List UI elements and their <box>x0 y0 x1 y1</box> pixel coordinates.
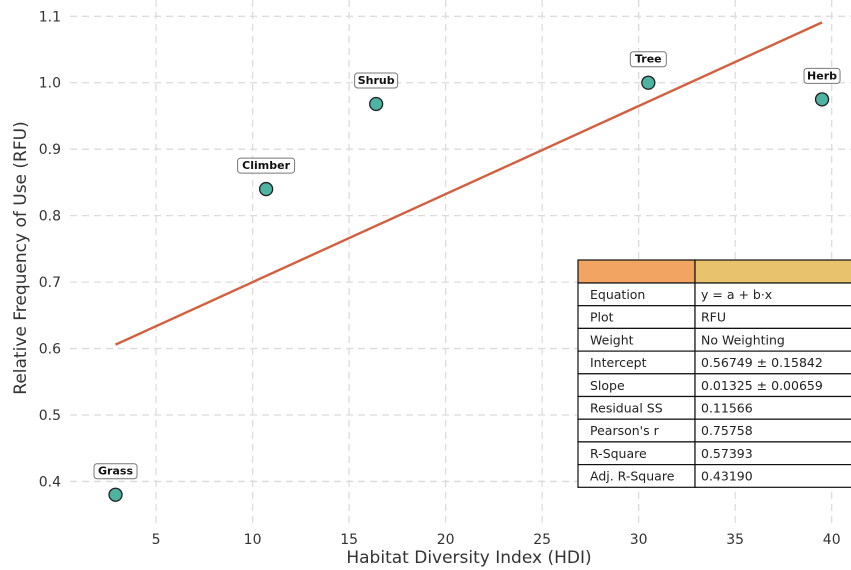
data-point <box>258 181 274 197</box>
y-tick-label: 0.4 <box>39 474 61 490</box>
x-tick-label: 25 <box>533 532 551 548</box>
table-row-value: 0.43190 <box>701 469 753 484</box>
table-cell <box>694 464 851 488</box>
table-row-label: R-Square <box>590 446 647 461</box>
table-row-label: Slope <box>590 378 625 393</box>
point-label: Shrub <box>358 74 395 87</box>
x-tick-label: 15 <box>340 532 358 548</box>
point-label-box <box>354 72 399 89</box>
y-tick-label: 0.5 <box>39 408 61 424</box>
point-label-box <box>803 67 841 84</box>
x-tick-label: 35 <box>726 532 744 548</box>
y-tick-label: 0.9 <box>39 142 61 158</box>
point-label-box <box>237 157 296 174</box>
y-tick-label: 0.6 <box>39 342 61 358</box>
tick-labels: 5 10 15 20 25 30 35 40 0.4 0.5 0.6 0.7 0.8 0.9 1.0 1.1 <box>39 9 841 548</box>
x-tick-label: 5 <box>152 532 161 548</box>
point-label-box <box>93 463 138 480</box>
point-label: Herb <box>807 69 837 82</box>
table-row-value: y = a + b·x <box>701 287 772 302</box>
table-row-label: Equation <box>590 287 645 302</box>
point-label: Grass <box>98 465 133 478</box>
y-tick-label: 1.0 <box>39 76 61 92</box>
y-tick-label: 0.7 <box>39 275 61 291</box>
y-tick-label: 1.1 <box>39 9 61 25</box>
table-row-label: Residual SS <box>590 401 663 416</box>
x-tick-label: 30 <box>630 532 648 548</box>
table-row-value: 0.11566 <box>701 401 753 416</box>
table-row-label: Plot <box>590 310 614 325</box>
table-row-label: Adj. R-Square <box>590 469 675 484</box>
data-point <box>641 75 656 90</box>
table-row-label: Pearson's r <box>590 423 660 438</box>
data-points: Grass Climber Shrub Tree Herb <box>93 51 841 502</box>
table-row-value: 0.57393 <box>701 446 753 461</box>
data-point <box>108 487 123 502</box>
table-row-label: Intercept <box>590 355 647 370</box>
point-label-box <box>629 51 667 68</box>
fit-line-group <box>115 21 823 346</box>
x-tick-label: 20 <box>437 532 455 548</box>
table-row-label: Weight <box>590 332 634 347</box>
table-row-value: 0.75758 <box>701 423 753 438</box>
table-row-value: 0.56749 ± 0.15842 <box>701 355 823 370</box>
table-header-cell <box>577 259 696 284</box>
data-point <box>368 96 384 112</box>
table-row-value: No Weighting <box>701 332 785 347</box>
y-axis-title: Relative Frequency of Use (RFU) <box>11 121 31 394</box>
table-header-cell <box>694 259 851 284</box>
fit-table: Equation y = a + b·x Plot RFU Weight No Weigh… <box>577 259 851 488</box>
data-point <box>814 92 830 107</box>
point-label: Climber <box>242 159 290 172</box>
fit-line <box>115 21 823 346</box>
x-tick-label: 10 <box>244 532 262 548</box>
point-label: Tree <box>635 53 662 66</box>
x-tick-label: 40 <box>823 532 841 548</box>
table-row-value: 0.01325 ± 0.00659 <box>701 378 823 393</box>
y-tick-label: 0.8 <box>39 209 61 225</box>
x-axis-title: Habitat Diversity Index (HDI) <box>346 548 591 568</box>
table-row-value: RFU <box>701 310 726 325</box>
